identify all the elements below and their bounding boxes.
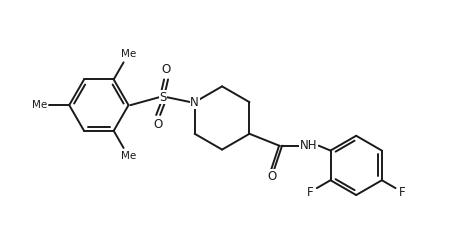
Text: F: F	[307, 186, 313, 199]
Text: F: F	[399, 186, 406, 199]
Text: O: O	[154, 118, 163, 131]
Text: O: O	[267, 170, 277, 183]
Text: O: O	[161, 63, 171, 76]
Text: N: N	[190, 96, 199, 109]
Text: Me: Me	[32, 100, 47, 110]
Text: NH: NH	[300, 139, 318, 152]
Text: S: S	[160, 91, 167, 104]
Text: Me: Me	[121, 49, 136, 59]
Text: Me: Me	[121, 151, 136, 161]
